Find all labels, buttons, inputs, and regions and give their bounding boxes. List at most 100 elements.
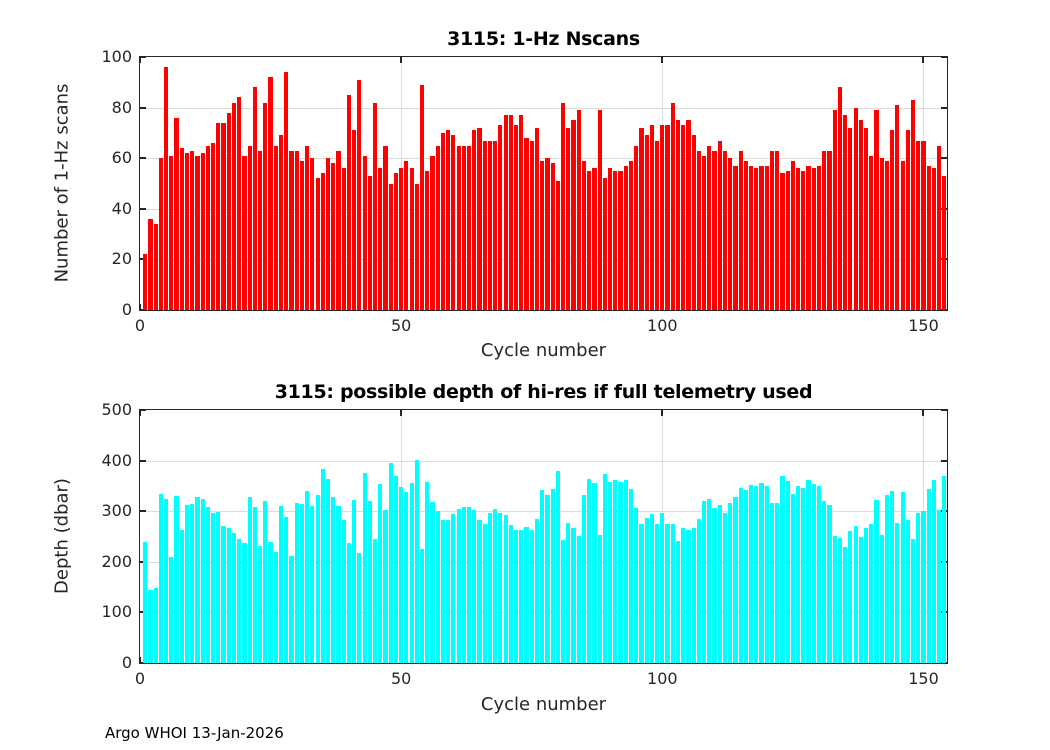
bar xyxy=(435,510,440,663)
bar xyxy=(869,523,874,663)
bar xyxy=(707,499,712,663)
bar xyxy=(466,507,472,663)
bar xyxy=(419,84,425,310)
bar xyxy=(811,168,816,310)
bar xyxy=(926,165,931,310)
tick-mark xyxy=(400,57,403,63)
bar xyxy=(712,150,717,310)
y-tick-label: 500 xyxy=(101,400,132,419)
bar xyxy=(879,534,884,663)
bar xyxy=(796,485,801,663)
bar xyxy=(184,505,190,663)
bar xyxy=(691,135,696,310)
bar xyxy=(211,512,216,663)
bar xyxy=(158,158,163,310)
bar xyxy=(164,498,169,663)
bar xyxy=(310,158,315,310)
bar xyxy=(513,125,519,310)
bar xyxy=(247,496,252,663)
tick-mark xyxy=(140,510,146,513)
bar xyxy=(529,140,534,310)
bar xyxy=(759,165,764,310)
bar xyxy=(910,538,916,663)
bar xyxy=(655,524,660,663)
bar xyxy=(681,125,686,310)
bar xyxy=(508,524,513,663)
bar xyxy=(451,135,456,310)
bar xyxy=(722,150,728,310)
bar xyxy=(529,530,534,663)
bar xyxy=(524,526,529,663)
bar xyxy=(352,130,357,310)
bar xyxy=(560,540,566,663)
bar xyxy=(895,522,900,663)
tick-mark xyxy=(140,207,146,210)
bar xyxy=(670,102,675,310)
bar xyxy=(686,529,691,663)
bar xyxy=(393,475,399,663)
bar xyxy=(451,514,456,663)
bar xyxy=(816,486,822,663)
bar xyxy=(806,165,811,310)
bar xyxy=(822,150,827,310)
bar xyxy=(372,102,378,310)
bar xyxy=(644,135,649,310)
bar xyxy=(289,150,294,310)
bar xyxy=(618,170,623,310)
bar xyxy=(848,127,853,310)
bar xyxy=(560,102,566,310)
bar xyxy=(231,102,237,310)
tick-mark xyxy=(140,611,146,614)
y-tick-label: 100 xyxy=(101,47,132,66)
bar xyxy=(200,153,205,310)
bar xyxy=(890,491,895,663)
bar xyxy=(644,518,649,663)
bar xyxy=(519,530,524,663)
y-tick-label: 300 xyxy=(101,501,132,521)
bar xyxy=(811,483,816,663)
tick-mark xyxy=(661,410,664,416)
bar xyxy=(837,87,842,310)
bar xyxy=(743,490,748,663)
bar xyxy=(519,115,524,310)
bar xyxy=(268,541,273,663)
bar xyxy=(749,484,754,663)
bar xyxy=(534,519,540,663)
y-tick-label: 80 xyxy=(111,97,132,117)
bar xyxy=(602,473,607,663)
bar xyxy=(305,145,310,310)
bar xyxy=(681,527,686,663)
tick-mark xyxy=(140,309,146,310)
bar xyxy=(602,178,607,310)
tick-mark xyxy=(140,157,146,160)
bar xyxy=(895,105,900,310)
bar xyxy=(592,168,597,310)
bar xyxy=(592,482,597,663)
bar xyxy=(367,175,372,310)
bar xyxy=(440,519,446,663)
bar xyxy=(550,488,555,663)
bar xyxy=(639,127,644,310)
bar xyxy=(388,462,393,663)
x-tick-label: 50 xyxy=(390,316,412,335)
bar xyxy=(456,509,461,663)
bar xyxy=(336,150,341,310)
bar xyxy=(179,148,184,310)
bar xyxy=(702,155,707,310)
y-tick-label: 100 xyxy=(101,602,132,622)
tick-mark xyxy=(140,57,141,63)
bar xyxy=(174,117,179,310)
bar xyxy=(775,150,780,310)
bar xyxy=(461,145,466,310)
bar xyxy=(879,158,884,310)
tick-mark xyxy=(140,459,146,462)
bar xyxy=(320,469,325,663)
bar xyxy=(874,110,879,310)
bar xyxy=(848,531,853,663)
bar xyxy=(477,519,482,663)
bar xyxy=(540,160,545,310)
x-tick-label: 100 xyxy=(647,669,678,688)
bar xyxy=(221,525,226,663)
bar xyxy=(315,178,320,310)
bar xyxy=(461,506,466,663)
